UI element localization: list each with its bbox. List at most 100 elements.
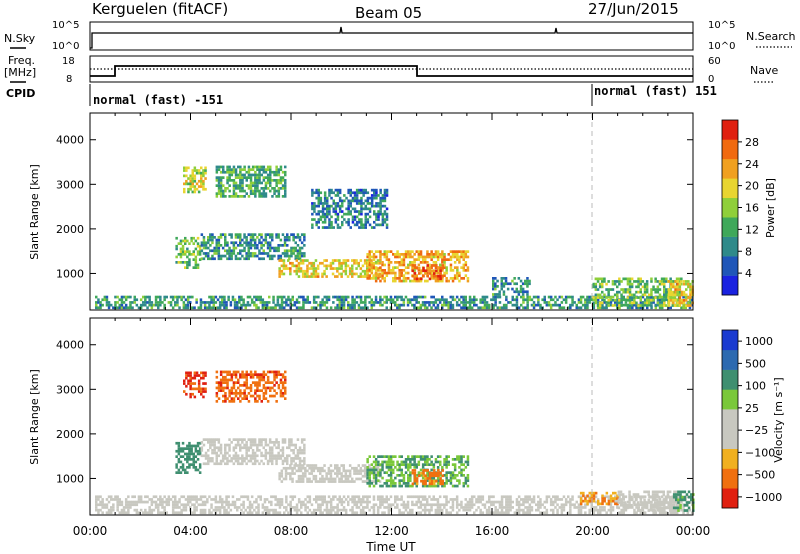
heatmap-cell [601, 306, 604, 310]
heatmap-cell [278, 267, 281, 270]
heatmap-cell [468, 498, 472, 501]
heatmap-cell [277, 457, 280, 460]
heatmap-cell [192, 460, 195, 464]
heatmap-cell [379, 463, 382, 466]
heatmap-cell [264, 457, 268, 460]
heatmap-cell [239, 244, 242, 247]
heatmap-cell [325, 474, 328, 478]
heatmap-cell [245, 381, 248, 384]
heatmap-cell [479, 495, 482, 499]
colorbar-swatch [722, 158, 738, 179]
heatmap-cell [262, 192, 266, 195]
heatmap-cell [174, 500, 177, 504]
heatmap-cell [355, 503, 359, 507]
heatmap-cell [539, 306, 542, 310]
heatmap-cell [245, 378, 248, 382]
heatmap-cell [398, 463, 401, 466]
heatmap-cell [358, 226, 361, 229]
heatmap-cell [202, 438, 206, 441]
heatmap-cell [338, 196, 342, 200]
heatmap-cell [362, 202, 365, 205]
heatmap-cell [152, 495, 156, 499]
heatmap-cell [215, 195, 219, 198]
heatmap-cell [243, 176, 246, 179]
heatmap-cell [396, 468, 399, 472]
heatmap-cell [258, 195, 261, 198]
heatmap-cell [492, 298, 495, 302]
heatmap-cell [197, 306, 200, 310]
heatmap-cell [455, 495, 459, 499]
heatmap-cell [340, 272, 343, 276]
heatmap-cell [317, 295, 320, 299]
colorbar-tick-label: 4 [745, 267, 752, 280]
heatmap-cell [99, 508, 102, 512]
heatmap-cell [294, 454, 297, 458]
heatmap-cell [227, 503, 230, 507]
heatmap-cell [667, 290, 671, 294]
heatmap-cell [292, 459, 295, 463]
heatmap-cell [179, 466, 183, 469]
heatmap-cell [241, 459, 244, 463]
heatmap-cell [372, 466, 376, 469]
heatmap-cell [404, 271, 408, 275]
heatmap-cell [670, 285, 673, 289]
heatmap-cell [421, 303, 425, 307]
heatmap-cell [502, 306, 506, 310]
heatmap-cell [537, 301, 540, 304]
heatmap-cell [492, 306, 495, 310]
heatmap-cell [224, 378, 227, 382]
nsearch-tick-bottom: 10^0 [708, 41, 735, 52]
heatmap-cell [562, 506, 566, 509]
heatmap-cell [255, 498, 258, 501]
heatmap-cell [607, 498, 611, 501]
heatmap-cell [372, 303, 376, 307]
heatmap-cell [295, 469, 298, 473]
heatmap-cell [261, 303, 265, 307]
heatmap-cell [207, 457, 210, 460]
heatmap-cell [620, 304, 623, 307]
heatmap-cell [179, 261, 183, 264]
heatmap-cell [245, 238, 248, 242]
heatmap-cell [159, 500, 162, 504]
heatmap-cell [413, 295, 416, 299]
heatmap-cell [598, 296, 602, 299]
heatmap-cell [230, 389, 234, 392]
heatmap-cell [268, 511, 271, 515]
heatmap-cell [419, 506, 423, 509]
heatmap-cell [239, 176, 242, 179]
heatmap-cell [95, 503, 98, 507]
heatmap-cell [462, 277, 465, 280]
heatmap-cell [137, 495, 141, 499]
heatmap-cell [396, 253, 399, 256]
heatmap-cell [676, 293, 679, 297]
heatmap-cell [317, 194, 320, 197]
heatmap-cell [362, 495, 365, 499]
heatmap-cell [304, 298, 307, 302]
heatmap-cell [669, 277, 672, 281]
heatmap-cell [359, 508, 363, 512]
heatmap-cell [277, 246, 280, 250]
heatmap-cell [573, 301, 576, 304]
heatmap-cell [214, 301, 218, 304]
heatmap-cell [383, 191, 387, 195]
heatmap-cell [366, 196, 370, 200]
heatmap-cell [639, 500, 643, 504]
heatmap-cell [308, 500, 312, 504]
heatmap-cell [174, 295, 177, 299]
heatmap-cell [221, 454, 225, 458]
heatmap-cell [303, 449, 306, 452]
heatmap-cell [421, 498, 425, 501]
heatmap-cell [285, 298, 288, 302]
heatmap-cell [177, 441, 181, 445]
heatmap-cell [266, 173, 270, 177]
heatmap-cell [295, 298, 299, 302]
heatmap-cell [519, 287, 523, 291]
heatmap-cell [641, 304, 645, 307]
heatmap-cell [222, 168, 225, 171]
heatmap-cell [300, 503, 303, 507]
heatmap-cell [456, 258, 459, 261]
heatmap-cell [284, 264, 288, 268]
heatmap-cell [230, 236, 233, 239]
heatmap-cell [215, 462, 218, 466]
heatmap-cell [355, 472, 358, 475]
